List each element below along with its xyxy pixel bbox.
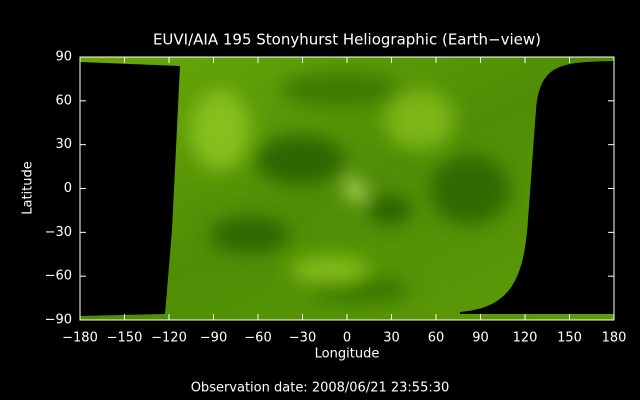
x-tick-label: −30 — [289, 331, 316, 346]
y-tick-label: 0 — [64, 181, 72, 196]
y-tick-label: −90 — [45, 313, 72, 328]
x-tick-label: −120 — [151, 331, 187, 346]
x-tick-label: 30 — [383, 331, 400, 346]
y-tick-label: 30 — [55, 137, 72, 152]
x-tick-label: −60 — [244, 331, 271, 346]
x-tick-label: 180 — [602, 331, 627, 346]
x-axis-label: Longitude — [315, 347, 380, 362]
x-tick-label: 120 — [513, 331, 538, 346]
x-tick-label: −150 — [107, 331, 143, 346]
chart-title: EUVI/AIA 195 Stonyhurst Heliographic (Ea… — [153, 31, 541, 49]
x-tick-label: 60 — [428, 331, 445, 346]
observation-date: Observation date: 2008/06/21 23:55:30 — [191, 381, 450, 396]
y-tick-label: 60 — [55, 93, 72, 108]
y-tick-label: −30 — [45, 225, 72, 240]
x-tick-label: 90 — [472, 331, 489, 346]
x-tick-label: −90 — [200, 331, 227, 346]
y-axis-label: Latitude — [21, 161, 36, 215]
x-tick-label: 150 — [557, 331, 582, 346]
y-tick-label: 90 — [55, 50, 72, 65]
y-tick-label: −60 — [45, 269, 72, 284]
map-texture — [190, 72, 510, 304]
x-tick-label: −180 — [62, 331, 98, 346]
x-tick-label: 0 — [343, 331, 351, 346]
